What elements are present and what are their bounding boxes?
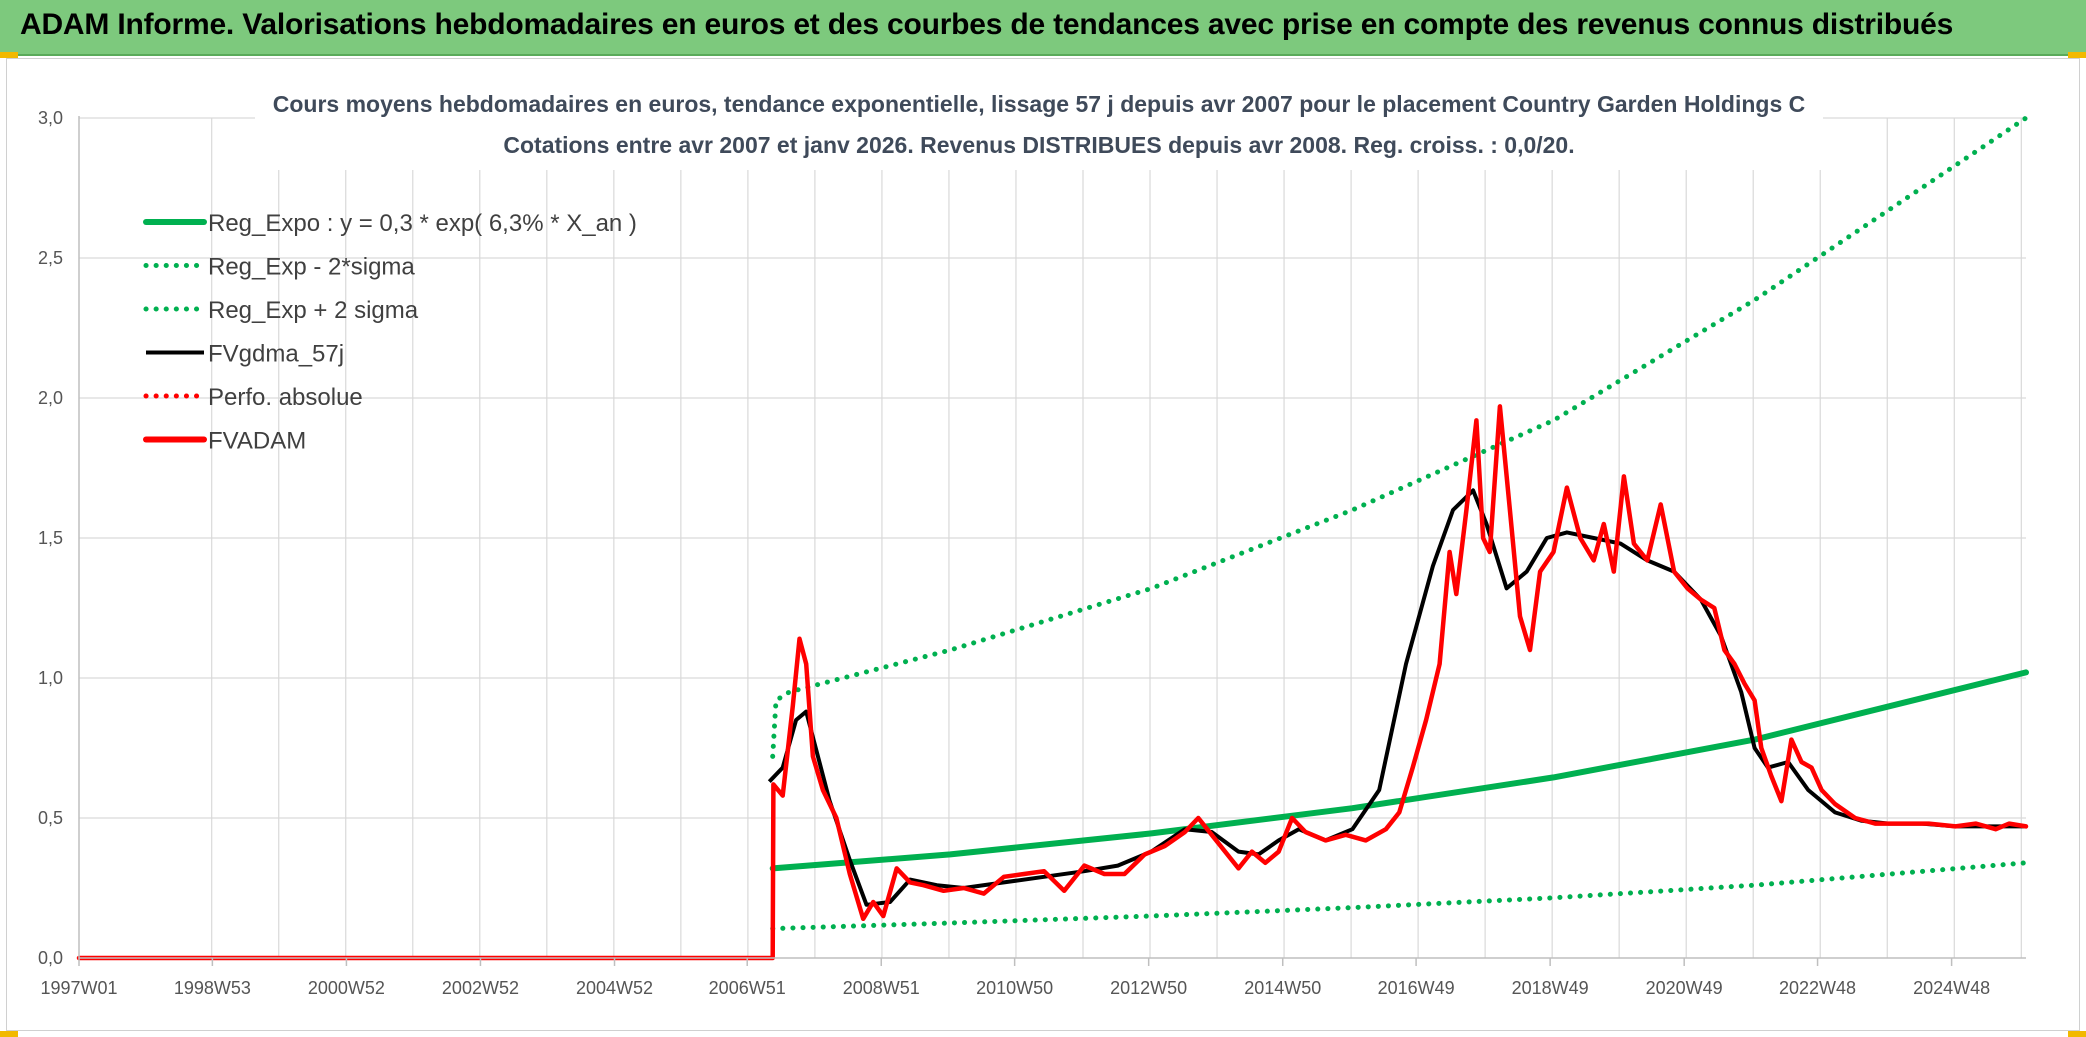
x-tick-label: 2018W49 bbox=[1512, 978, 1589, 998]
x-tick-label: 2020W49 bbox=[1646, 978, 1723, 998]
series-line-reg-exp-2-sigma bbox=[770, 860, 2029, 932]
report-title: ADAM Informe. Valorisations hebdomadaire… bbox=[20, 8, 1954, 41]
corner-mark-bottom-right bbox=[2068, 1031, 2086, 1037]
series-line-fvadam bbox=[76, 404, 2029, 961]
x-tick-label: 2010W50 bbox=[976, 978, 1053, 998]
x-tick-label: 2022W48 bbox=[1779, 978, 1856, 998]
x-tick-label: 2016W49 bbox=[1378, 978, 1455, 998]
y-tick-label: 2,0 bbox=[38, 388, 63, 408]
report-banner: ADAM Informe. Valorisations hebdomadaire… bbox=[0, 0, 2086, 56]
x-tick-label: 2000W52 bbox=[308, 978, 385, 998]
legend-label-reg-exp-2-sigma: Reg_Exp + 2 sigma bbox=[208, 297, 419, 324]
x-tick-label: 2024W48 bbox=[1913, 978, 1990, 998]
series-lines bbox=[76, 115, 2029, 961]
title-background bbox=[255, 84, 1823, 170]
x-tick-label: 2004W52 bbox=[576, 978, 653, 998]
axes: 0,0 0,5 1,0 1,5 2,0 2,5 3,0 1997W01 1998W53 2000W… bbox=[38, 108, 2026, 998]
y-tick-label: 3,0 bbox=[38, 108, 63, 128]
y-tick-label: 0,5 bbox=[38, 808, 63, 828]
legend: Reg_Expo : y = 0,3 * exp( 6,3% * X_an ) R… bbox=[143, 210, 637, 455]
legend-label-reg-expo-y-0-3-exp-6-3-x-an: Reg_Expo : y = 0,3 * exp( 6,3% * X_an ) bbox=[208, 210, 637, 237]
x-tick-label: 2012W50 bbox=[1110, 978, 1187, 998]
x-tick-label: 1997W01 bbox=[40, 978, 117, 998]
x-tick-label: 1998W53 bbox=[174, 978, 251, 998]
x-tick-label: 2006W51 bbox=[709, 978, 786, 998]
legend-label-fvgdma-57j: FVgdma_57j bbox=[208, 341, 344, 368]
x-tick-label: 2002W52 bbox=[442, 978, 519, 998]
legend-label-fvadam: FVADAM bbox=[208, 428, 306, 455]
chart-subtitle: Cotations entre avr 2007 et janv 2026. R… bbox=[503, 132, 1574, 158]
y-tick-label: 0,0 bbox=[38, 948, 63, 968]
legend-label-perfo-absolue: Perfo. absolue bbox=[208, 384, 363, 411]
chart-title: Cours moyens hebdomadaires en euros, ten… bbox=[273, 91, 1806, 117]
y-tick-label: 1,0 bbox=[38, 668, 63, 688]
x-tick-label: 2014W50 bbox=[1244, 978, 1321, 998]
series-line-fvgdma-57j bbox=[767, 488, 2026, 907]
gridlines bbox=[79, 117, 2026, 958]
chart-title-group: Cours moyens hebdomadaires en euros, ten… bbox=[255, 84, 1823, 170]
legend-label-reg-exp-2-sigma: Reg_Exp - 2*sigma bbox=[208, 254, 415, 281]
corner-mark-left bbox=[0, 52, 18, 58]
y-tick-label: 2,5 bbox=[38, 248, 63, 268]
y-tick-label: 1,5 bbox=[38, 528, 63, 548]
chart-frame bbox=[6, 58, 2080, 1031]
x-tick-label: 2008W51 bbox=[843, 978, 920, 998]
corner-mark-bottom-left bbox=[0, 1031, 18, 1037]
corner-mark-right bbox=[2068, 52, 2086, 58]
series-line-reg-exp-2-sigma bbox=[770, 115, 2029, 759]
